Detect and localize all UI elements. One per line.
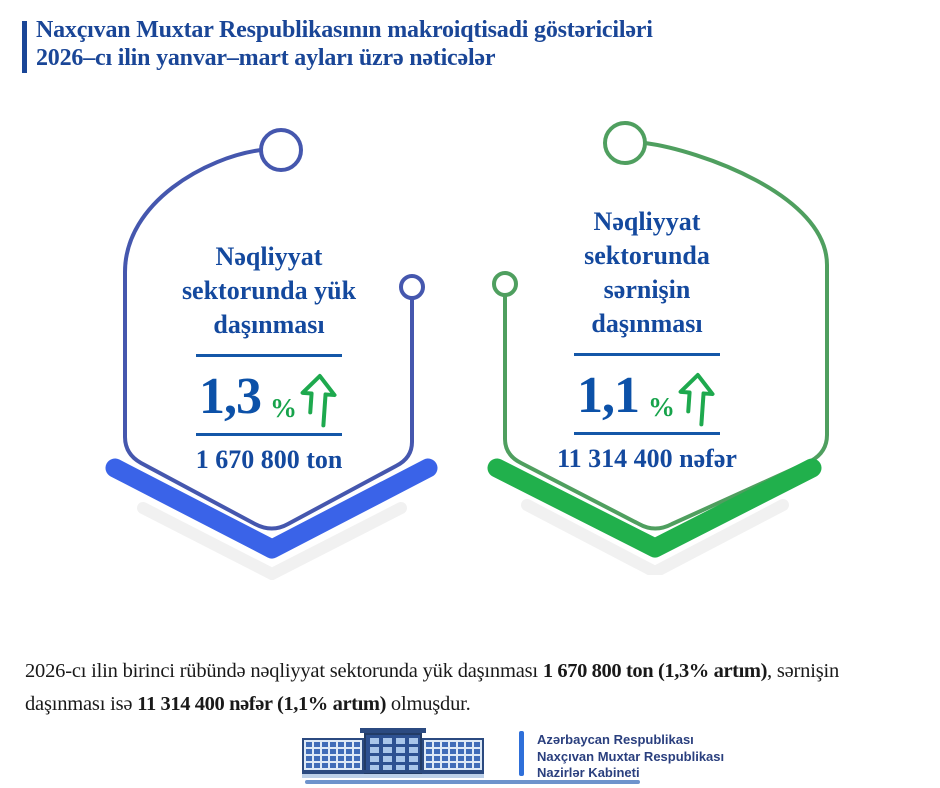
passenger-divider-top [574, 353, 720, 356]
passenger-badge-side-circle [492, 271, 518, 297]
title-accent-bar [22, 21, 27, 73]
freight-divider-bottom [196, 433, 342, 436]
freight-badge-top-circle [259, 128, 303, 172]
freight-badge-chevron [105, 458, 438, 559]
freight-percent-value: 1,3 [199, 368, 262, 425]
footer-organization: Azərbaycan Respublikası Naxçıvan Muxtar … [537, 732, 724, 782]
freight-percent-row: 1,3 % [159, 361, 379, 428]
passenger-badge-shadow [521, 499, 789, 575]
footer-org-line3: Nazirlər Kabineti [537, 765, 640, 780]
freight-badge-shadow [137, 502, 407, 580]
passenger-percent-value: 1,1 [577, 367, 640, 424]
passenger-badge-top-circle [603, 121, 647, 165]
footer-divider-bar [519, 731, 524, 776]
passenger-card-title-line: Nəqliyyat [593, 207, 701, 236]
freight-badge-outline [123, 148, 414, 531]
passenger-badge-outline [503, 141, 829, 531]
footer-underline [305, 780, 640, 784]
page-title-line2: 2026–cı ilin yanvar–mart ayları üzrə nət… [36, 45, 496, 71]
freight-card-title-line: sektorunda yük [181, 276, 357, 305]
government-building-icon [302, 726, 484, 780]
freight-badge-shape [105, 128, 438, 580]
passenger-card-title-line: sərnişin [603, 275, 691, 304]
freight-card-title-line: daşınması [213, 310, 325, 339]
passenger-percent-sign: % [648, 392, 675, 422]
freight-card: Nəqliyyat sektorunda yük daşınması 1,3 %… [159, 240, 379, 475]
freight-divider-top [196, 354, 342, 357]
passenger-percent-row: 1,1 % [537, 360, 757, 427]
passenger-badge-chevron [487, 458, 822, 558]
freight-badge-side-circle [399, 274, 425, 300]
passenger-amount: 11 314 400 nəfər [557, 444, 737, 473]
freight-card-title-line: Nəqliyyat [215, 242, 323, 271]
passenger-badge-shape [487, 121, 829, 575]
summary-paragraph: 2026-cı ilin birinci rübündə nəqliyyat s… [25, 655, 920, 721]
summary-text: 2026-cı ilin birinci rübündə nəqliyyat s… [25, 659, 543, 682]
freight-percent-sign: % [270, 393, 297, 423]
passenger-card-title-line: daşınması [591, 309, 703, 338]
passenger-card: Nəqliyyat sektorunda sərnişin daşınması … [537, 205, 757, 474]
freight-amount: 1 670 800 ton [195, 445, 343, 474]
summary-text: olmuşdur. [386, 692, 471, 715]
arrow-up-icon [678, 372, 715, 427]
page-title-line1: Naxçıvan Muxtar Respublikasının makroiqt… [36, 17, 653, 43]
footer-org-line2: Naxçıvan Muxtar Respublikası [537, 748, 725, 764]
passenger-card-title-line: sektorunda [584, 241, 710, 270]
arrow-up-icon [300, 373, 337, 428]
page-title: Naxçıvan Muxtar Respublikasının makroiqt… [36, 16, 716, 72]
summary-text: , sərnişin daşınması isə [25, 659, 840, 715]
footer-org-line1: Azərbaycan Respublikası [537, 732, 694, 747]
passenger-divider-bottom [574, 432, 720, 435]
summary-highlight-freight: 1 670 800 ton (1,3% artım) [542, 659, 768, 682]
summary-highlight-passenger: 11 314 400 nəfər (1,1% artım) [137, 692, 386, 715]
